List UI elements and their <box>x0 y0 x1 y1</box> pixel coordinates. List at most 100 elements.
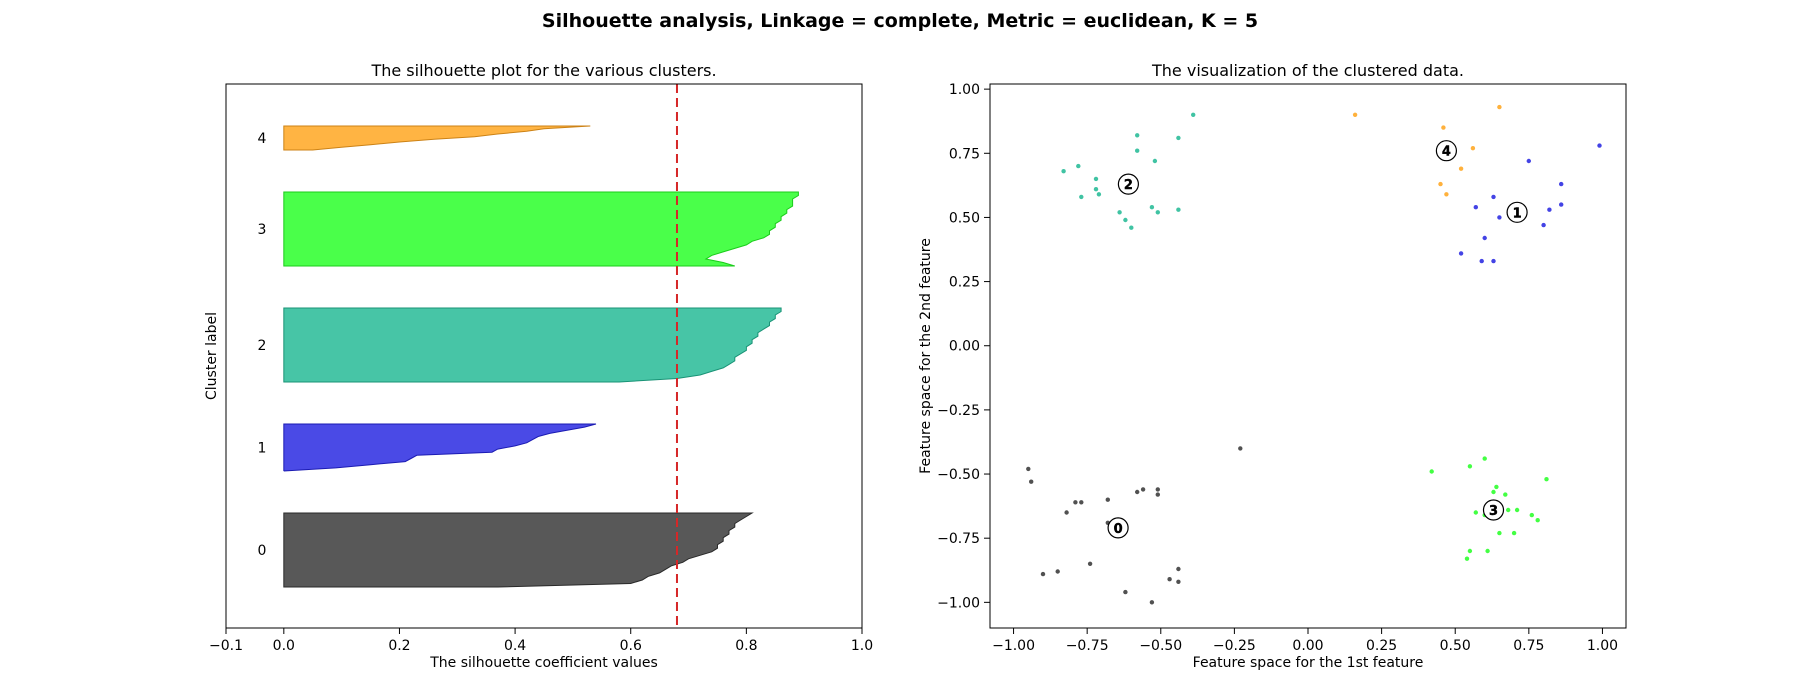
scatter-point-cluster-0 <box>1135 489 1140 495</box>
figure-suptitle: Silhouette analysis, Linkage = complete,… <box>541 10 1259 32</box>
scatter-point-cluster-1 <box>1479 258 1484 264</box>
silhouette-y-axis-label: Cluster label <box>204 312 220 400</box>
scatter-point-cluster-2 <box>1155 210 1161 215</box>
scatter-point-cluster-0 <box>1140 487 1146 492</box>
scatter-point-cluster-1 <box>1526 158 1532 164</box>
silhouette-x-axis-label: The silhouette coefficient values <box>429 655 658 671</box>
scatter-point-cluster-0 <box>1176 566 1181 572</box>
silhouette-cluster-2 <box>283 307 782 383</box>
scatter-x-axis-label: Feature space for the 1st feature <box>1193 655 1424 671</box>
scatter-point-cluster-4 <box>1441 125 1446 130</box>
silhouette-plot-panel: −0.1 0.0 0.2 0.4 0.6 0.8 1.0 0 1 2 3 4 The silhoue… <box>204 61 873 671</box>
scatter-point-cluster-3 <box>1473 510 1479 515</box>
scatter-point-cluster-2 <box>1191 112 1196 118</box>
scatter-point-cluster-3 <box>1506 507 1511 513</box>
scatter-point-cluster-3 <box>1544 477 1549 482</box>
scatter-point-cluster-3 <box>1494 484 1499 490</box>
silhouette-cluster-4 <box>283 125 591 151</box>
scatter-point-cluster-4 <box>1438 181 1443 187</box>
scatter-point-cluster-0 <box>1176 579 1181 584</box>
scatter-point-cluster-1 <box>1473 205 1479 210</box>
cluster-center-label: 3 <box>1489 504 1498 519</box>
silhouette-cluster-label: 0 <box>258 543 267 559</box>
scatter-point-cluster-2 <box>1123 217 1128 223</box>
scatter-x-tick-label: 1.00 <box>1587 638 1618 654</box>
scatter-point-cluster-0 <box>1079 500 1084 505</box>
silhouette-cluster-1 <box>283 423 597 472</box>
scatter-y-axis-label: Feature space for the 2nd feature <box>918 238 934 474</box>
scatter-point-cluster-1 <box>1547 207 1552 212</box>
scatter-plot-title: The visualization of the clustered data. <box>1151 61 1464 80</box>
silhouette-marks <box>283 125 799 588</box>
scatter-point-cluster-3 <box>1467 464 1473 469</box>
scatter-point-cluster-2 <box>1079 194 1084 200</box>
scatter-point-cluster-2 <box>1117 210 1122 215</box>
scatter-plot-frame <box>989 83 1627 629</box>
scatter-point-cluster-3 <box>1485 548 1490 554</box>
scatter-cluster-centers: 0 1 2 3 4 <box>1107 140 1528 539</box>
scatter-point-cluster-1 <box>1491 258 1496 264</box>
scatter-y-ticks: −1.00 −0.75 −0.50 −0.25 0.00 0.25 0.50 0.75 1.00 <box>937 82 990 611</box>
cluster-center-label: 1 <box>1513 206 1522 221</box>
silhouette-x-tick-label: 0.6 <box>620 638 642 654</box>
scatter-point-cluster-2 <box>1149 205 1155 210</box>
scatter-x-tick-label: 0.25 <box>1366 638 1397 654</box>
scatter-point-cluster-4 <box>1458 166 1464 171</box>
silhouette-cluster-labels: 0 1 2 3 4 <box>258 131 267 559</box>
cluster-center-marker <box>1107 517 1129 539</box>
cluster-center-marker <box>1482 499 1505 521</box>
scatter-point-cluster-1 <box>1458 251 1464 256</box>
scatter-point-cluster-1 <box>1482 235 1487 241</box>
scatter-y-tick-label: −0.50 <box>937 467 980 483</box>
silhouette-x-tick-label: 0.4 <box>504 638 526 654</box>
scatter-point-cluster-2 <box>1135 133 1140 138</box>
scatter-x-ticks: −1.00 −0.75 −0.50 −0.25 0.00 0.25 0.50 0.75 1.00 <box>992 628 1618 654</box>
scatter-point-cluster-1 <box>1491 194 1496 200</box>
scatter-point-cluster-0 <box>1064 510 1069 515</box>
scatter-y-tick-label: −0.75 <box>937 531 980 547</box>
silhouette-x-tick-label: 1.0 <box>851 638 873 654</box>
cluster-center-label: 4 <box>1442 145 1451 160</box>
silhouette-cluster-label: 4 <box>258 131 267 147</box>
scatter-point-cluster-0 <box>1073 500 1078 505</box>
silhouette-cluster-3 <box>283 191 799 267</box>
scatter-point-cluster-3 <box>1464 556 1470 561</box>
scatter-x-tick-label: −0.25 <box>1213 638 1256 654</box>
scatter-y-tick-label: −1.00 <box>937 595 980 611</box>
silhouette-x-tick-label: −0.1 <box>209 638 243 654</box>
scatter-point-cluster-3 <box>1467 548 1473 554</box>
scatter-y-tick-label: 0.75 <box>949 146 980 162</box>
scatter-point-cluster-3 <box>1529 512 1535 518</box>
scatter-x-tick-label: 0.50 <box>1440 638 1471 654</box>
scatter-point-cluster-1 <box>1541 222 1546 228</box>
scatter-points <box>1026 104 1602 605</box>
cluster-center-label: 2 <box>1124 178 1133 193</box>
scatter-point-cluster-2 <box>1135 148 1140 153</box>
silhouette-cluster-label: 2 <box>258 338 267 354</box>
silhouette-plot-frame <box>225 83 863 629</box>
silhouette-x-tick-label: 0.2 <box>388 638 410 654</box>
scatter-y-tick-label: 0.50 <box>949 210 980 226</box>
scatter-point-cluster-0 <box>1029 479 1034 484</box>
scatter-point-cluster-3 <box>1429 469 1434 474</box>
cluster-center-marker <box>1117 173 1140 195</box>
scatter-point-cluster-0 <box>1123 589 1128 595</box>
scatter-point-cluster-0 <box>1087 561 1093 566</box>
silhouette-x-tick-label: 0.0 <box>273 638 295 654</box>
scatter-point-cluster-0 <box>1155 492 1161 497</box>
silhouette-cluster-label: 1 <box>258 441 267 457</box>
silhouette-cluster-label: 3 <box>258 222 267 238</box>
scatter-point-cluster-3 <box>1491 489 1496 495</box>
silhouette-plot-title: The silhouette plot for the various clus… <box>370 61 716 80</box>
scatter-point-cluster-1 <box>1597 143 1602 148</box>
scatter-y-tick-label: 1.00 <box>949 82 980 98</box>
scatter-point-cluster-3 <box>1511 530 1517 536</box>
scatter-point-cluster-1 <box>1559 181 1564 187</box>
scatter-point-cluster-0 <box>1167 577 1172 582</box>
scatter-point-cluster-4 <box>1497 104 1502 110</box>
scatter-point-cluster-4 <box>1444 192 1449 197</box>
scatter-point-cluster-2 <box>1152 158 1158 164</box>
silhouette-x-ticks: −0.1 0.0 0.2 0.4 0.6 0.8 1.0 <box>209 628 873 654</box>
scatter-point-cluster-3 <box>1535 518 1540 523</box>
